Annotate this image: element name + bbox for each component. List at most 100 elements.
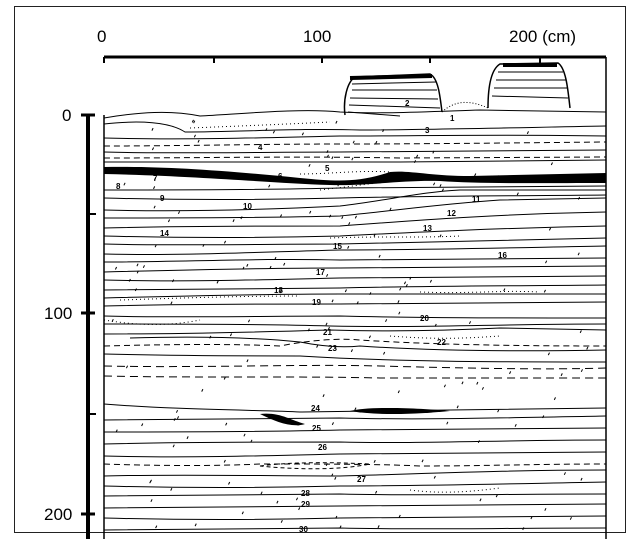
inclusion-mark xyxy=(347,245,350,249)
inclusion-mark xyxy=(432,150,435,154)
inclusion-mark xyxy=(334,476,337,480)
inclusion-mark xyxy=(325,322,328,326)
inclusion-mark xyxy=(149,480,152,484)
left-tick-0: 0 xyxy=(62,106,71,125)
inclusion-mark xyxy=(115,429,118,433)
inclusion-mark xyxy=(141,423,144,427)
inclusion-mark xyxy=(373,233,376,237)
inclusion-mark xyxy=(373,459,376,463)
inclusion-mark xyxy=(193,134,196,138)
inclusion-mark xyxy=(503,288,506,292)
inclusion-mark xyxy=(497,409,500,413)
inclusion-mark xyxy=(250,439,253,443)
inclusion-mark xyxy=(433,182,436,186)
inclusion-mark xyxy=(382,129,385,133)
inclusion-mark xyxy=(308,163,311,167)
inclusion-mark xyxy=(548,227,552,231)
inclusion-mark xyxy=(123,182,126,186)
inclusion-mark xyxy=(202,243,205,247)
inclusion-mark xyxy=(434,323,437,327)
inclusion-mark xyxy=(136,263,139,267)
inclusion-mark xyxy=(577,196,581,200)
inclusion-mark xyxy=(216,280,219,284)
inclusion-mark xyxy=(280,519,283,523)
layer-label: 6 xyxy=(278,172,283,181)
inclusion-mark xyxy=(167,219,171,223)
inclusion-mark xyxy=(331,473,334,477)
inclusion-mark xyxy=(378,254,381,258)
inclusion-mark xyxy=(350,349,353,353)
inclusion-mark xyxy=(468,321,472,325)
inclusion-mark xyxy=(356,301,359,305)
inclusion-mark xyxy=(337,183,340,187)
inclusion-mark xyxy=(327,326,330,330)
inclusion-mark xyxy=(260,491,263,495)
inclusion-mark xyxy=(474,173,477,177)
inclusion-mark xyxy=(461,381,464,385)
inclusion-mark xyxy=(553,397,556,401)
layer-label: 4 xyxy=(258,143,263,152)
inclusion-mark xyxy=(194,523,197,527)
layer-label: 22 xyxy=(437,338,446,347)
inclusion-mark xyxy=(439,184,442,188)
inclusion-mark xyxy=(398,514,401,518)
inclusion-mark xyxy=(268,184,271,188)
layer-label: 16 xyxy=(498,251,507,260)
inclusion-mark xyxy=(154,177,157,181)
layer-label: 25 xyxy=(312,424,321,433)
inclusion-mark xyxy=(326,273,329,277)
inclusion-mark xyxy=(201,388,204,392)
inclusion-mark xyxy=(301,132,304,136)
inclusion-mark xyxy=(456,405,459,409)
inclusion-mark xyxy=(295,497,299,501)
inclusion-mark xyxy=(547,352,550,356)
inclusion-mark xyxy=(352,140,355,144)
layer-label: 27 xyxy=(357,475,366,484)
layer-label: 20 xyxy=(420,314,429,323)
stippled-lenses xyxy=(103,121,541,493)
inclusion-mark xyxy=(368,335,371,339)
left-scale: 0 100 200 xyxy=(44,106,96,539)
inclusion-mark xyxy=(283,262,286,266)
inclusion-mark xyxy=(326,154,329,158)
inclusion-mark xyxy=(175,409,179,413)
inclusion-mark xyxy=(265,128,268,132)
inclusion-mark xyxy=(495,494,498,498)
inclusion-mark xyxy=(569,516,572,520)
inclusion-mark xyxy=(176,416,180,420)
top-tick-0: 0 xyxy=(97,27,106,46)
inclusion-mark xyxy=(403,281,407,285)
inclusion-mark xyxy=(151,147,155,151)
inclusion-mark xyxy=(331,422,334,426)
inclusion-mark xyxy=(246,359,249,363)
inclusion-mark xyxy=(580,369,583,373)
inclusion-mark xyxy=(142,265,145,269)
inclusion-mark xyxy=(545,260,548,264)
inclusion-mark xyxy=(413,160,417,164)
layer-labels: 1 2 3 4 5 6 7 8 9 10 11 12 13 14 15 16 1… xyxy=(116,99,507,534)
inclusion-mark xyxy=(197,139,200,143)
inclusion-mark xyxy=(247,319,251,323)
inclusion-mark xyxy=(497,175,500,179)
layer-label: 30 xyxy=(299,525,308,534)
layer-label: 8 xyxy=(116,182,121,191)
inclusion-mark xyxy=(170,487,173,491)
inclusion-mark xyxy=(274,256,277,260)
inclusion-mark xyxy=(150,499,153,503)
inclusion-mark xyxy=(348,222,351,226)
inclusion-mark xyxy=(341,216,344,220)
layer-label: 12 xyxy=(447,209,456,218)
inclusion-mark xyxy=(298,507,301,511)
inclusion-mark xyxy=(429,279,432,283)
inclusion-mark xyxy=(223,376,226,380)
inclusion-mark xyxy=(514,423,517,427)
inclusion-mark xyxy=(523,178,526,182)
inclusion-mark xyxy=(329,214,332,218)
left-tick-100: 100 xyxy=(44,304,72,323)
layer-label: 29 xyxy=(301,500,310,509)
inclusion-mark xyxy=(563,472,566,476)
inclusion-mark xyxy=(339,525,342,529)
layer-boundaries xyxy=(103,109,607,531)
inclusion-mark xyxy=(322,394,325,398)
inclusion-mark xyxy=(398,311,401,315)
